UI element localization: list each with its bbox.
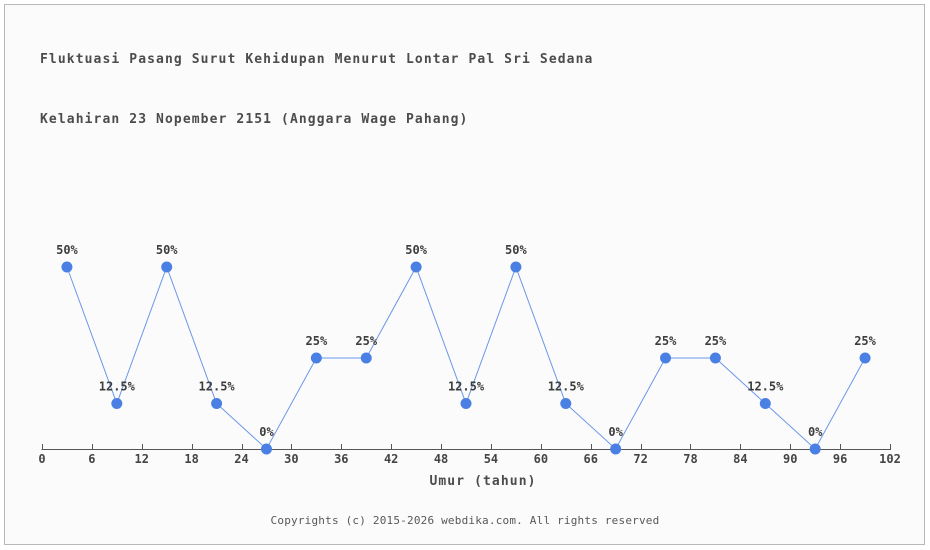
x-tick-label: 72 <box>633 452 647 466</box>
data-point <box>610 443 622 455</box>
x-tick-label: 54 <box>484 452 498 466</box>
data-point <box>859 352 871 364</box>
chart-panel <box>4 4 925 545</box>
chart-title-line1: Fluktuasi Pasang Surut Kehidupan Menurut… <box>40 52 594 67</box>
x-tick-label: 18 <box>184 452 198 466</box>
x-tick-label: 0 <box>38 452 45 466</box>
data-point <box>709 352 721 364</box>
data-point <box>510 261 522 273</box>
data-point <box>310 352 322 364</box>
data-point <box>161 261 173 273</box>
data-point-label: 25% <box>355 334 377 348</box>
data-point-label: 25% <box>705 334 727 348</box>
x-tick-label: 12 <box>135 452 149 466</box>
x-tick-label: 30 <box>284 452 298 466</box>
x-tick-label: 60 <box>534 452 548 466</box>
data-point-label: 50% <box>405 243 427 257</box>
x-tick-label: 24 <box>234 452 248 466</box>
data-point-label: 0% <box>259 425 274 439</box>
data-point-label: 12.5% <box>548 380 585 394</box>
x-tick-label: 96 <box>833 452 847 466</box>
chart-title: Fluktuasi Pasang Surut Kehidupan Menurut… <box>40 10 593 150</box>
x-tick-label: 66 <box>583 452 597 466</box>
copyright-text: Copyrights (c) 2015-2026 webdika.com. Al… <box>270 514 660 527</box>
series-line <box>66 265 866 450</box>
x-tick-label: 102 <box>879 452 901 466</box>
data-point-label: 50% <box>156 243 178 257</box>
data-point-label: 12.5% <box>99 380 136 394</box>
x-tick-label: 78 <box>683 452 697 466</box>
data-point-label: 50% <box>505 243 527 257</box>
data-point <box>560 398 572 409</box>
data-point <box>61 261 73 273</box>
data-point-label: 25% <box>854 334 876 348</box>
x-tick-label: 6 <box>88 452 95 466</box>
data-point <box>660 352 672 364</box>
data-point <box>759 398 771 409</box>
data-point <box>260 443 272 455</box>
chart-title-line2: Kelahiran 23 Nopember 2151 (Anggara Wage… <box>40 112 469 127</box>
data-point-label: 25% <box>655 334 677 348</box>
data-point <box>360 352 372 364</box>
data-point-label: 0% <box>808 425 823 439</box>
data-point-label: 25% <box>306 334 328 348</box>
x-axis-label: Umur (tahun) <box>429 474 537 489</box>
data-point-label: 12.5% <box>747 380 784 394</box>
x-tick-label: 36 <box>334 452 348 466</box>
x-tick-label: 48 <box>434 452 448 466</box>
data-point-label: 50% <box>56 243 78 257</box>
data-point <box>211 398 223 409</box>
data-point <box>111 398 123 409</box>
data-point <box>809 443 821 455</box>
data-point-label: 0% <box>608 425 623 439</box>
x-tick-label: 84 <box>733 452 747 466</box>
data-point <box>410 261 422 273</box>
x-tick-label: 90 <box>783 452 797 466</box>
data-point-label: 12.5% <box>448 380 485 394</box>
data-point-label: 12.5% <box>199 380 236 394</box>
data-point <box>460 398 472 409</box>
x-tick-label: 42 <box>384 452 398 466</box>
